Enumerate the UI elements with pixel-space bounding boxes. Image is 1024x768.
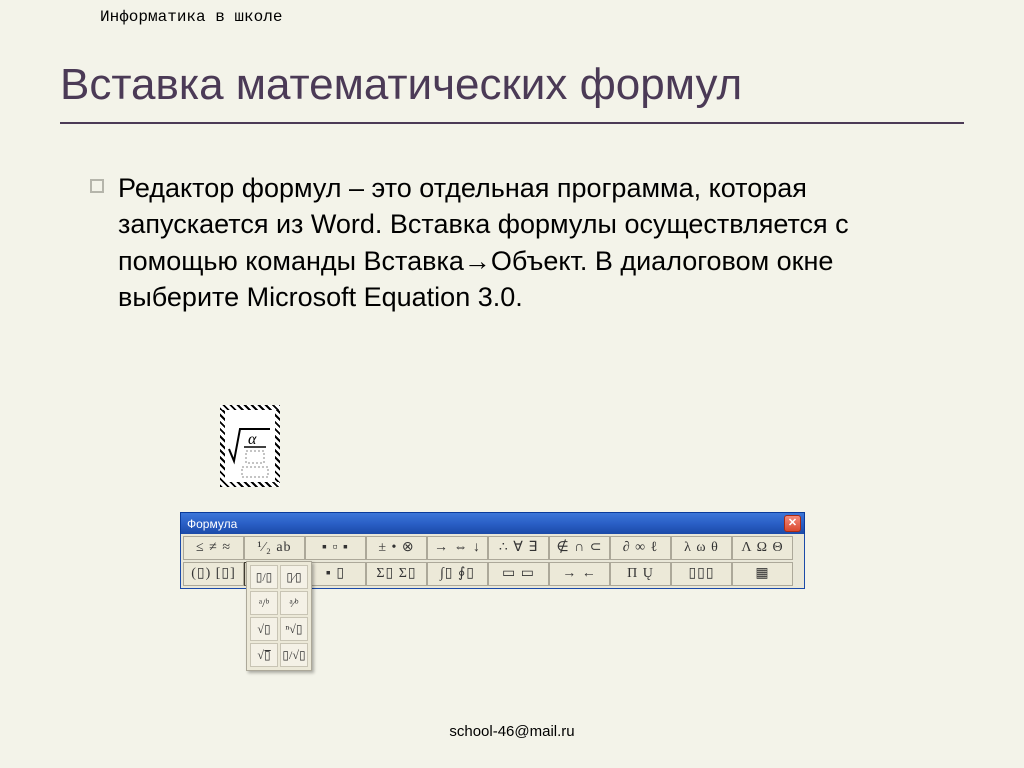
dropdown-item[interactable]: ⁿ√▯ [280,617,308,641]
title-underline [60,122,964,124]
title-block: Вставка математических формул [60,60,964,124]
toolbar-button[interactable]: ▯▯▯ [671,562,732,586]
toolbar-row-1: ≤ ≠ ≈¹⁄₂ ab▪ ▫ ▪± • ⊗→ ⇔ ↓∴ ∀ ∃∉ ∩ ⊂∂ ∞ … [183,536,802,560]
toolbar-button[interactable]: (▯) [▯] [183,562,244,586]
toolbar-button[interactable]: ▪ ▫ ▪ [305,536,366,560]
toolbar-button[interactable]: Λ Ω Θ [732,536,793,560]
toolbar-button[interactable]: Σ▯ Σ▯ [366,562,427,586]
dropdown-item[interactable]: √▯̅ [250,643,278,667]
dropdown-item[interactable]: ▯/√▯ [280,643,308,667]
toolbar-button[interactable]: → ⇔ ↓ [427,536,488,560]
toolbar-button[interactable]: ▦ [732,562,793,586]
page-title: Вставка математических формул [60,60,964,118]
toolbar-titlebar[interactable]: Формула ✕ [180,512,805,534]
footer-email: school-46@mail.ru [0,723,1024,740]
toolbar-button[interactable]: ∉ ∩ ⊂ [549,536,610,560]
dropdown-item[interactable]: ᵃ/ᵇ [250,591,278,615]
toolbar-button[interactable]: ▭ ▭ [488,562,549,586]
body-text: Редактор формул – это отдельная программ… [118,170,954,316]
header-subtitle: Информатика в школе [100,8,282,26]
toolbar-button[interactable]: ≤ ≠ ≈ [183,536,244,560]
bullet-item: Редактор формул – это отдельная программ… [90,170,954,316]
equation-object[interactable]: α [220,405,280,487]
toolbar-title: Формула [187,517,237,531]
toolbar-dropdown[interactable]: ▯/▯▯⁄▯ᵃ/ᵇᵃ⁄ᵇ√▯ⁿ√▯√▯̅▯/√▯ [246,561,312,671]
toolbar-button[interactable]: → ← [549,562,610,586]
toolbar-button[interactable]: ¹⁄₂ ab [244,536,305,560]
toolbar-button[interactable]: ∂ ∞ ℓ [610,536,671,560]
dropdown-item[interactable]: √▯ [250,617,278,641]
toolbar-body: ≤ ≠ ≈¹⁄₂ ab▪ ▫ ▪± • ⊗→ ⇔ ↓∴ ∀ ∃∉ ∩ ⊂∂ ∞ … [180,534,805,589]
equation-content: α [226,411,274,481]
toolbar-button[interactable]: ∫▯ ∮▯ [427,562,488,586]
toolbar-button[interactable]: λ ω θ [671,536,732,560]
toolbar-button[interactable]: ± • ⊗ [366,536,427,560]
bullet-icon [90,179,104,193]
toolbar-button[interactable]: Π Ų [610,562,671,586]
formula-toolbar[interactable]: Формула ✕ ≤ ≠ ≈¹⁄₂ ab▪ ▫ ▪± • ⊗→ ⇔ ↓∴ ∀ … [180,512,805,589]
toolbar-button[interactable]: ▪ ▯ [305,562,366,586]
dropdown-item[interactable]: ᵃ⁄ᵇ [280,591,308,615]
alpha-glyph: α [248,431,257,448]
close-button[interactable]: ✕ [784,515,801,532]
dropdown-item[interactable]: ▯⁄▯ [280,565,308,589]
close-icon: ✕ [788,518,797,529]
dropdown-item[interactable]: ▯/▯ [250,565,278,589]
body-area: Редактор формул – это отдельная программ… [90,170,954,316]
toolbar-button[interactable]: ∴ ∀ ∃ [488,536,549,560]
